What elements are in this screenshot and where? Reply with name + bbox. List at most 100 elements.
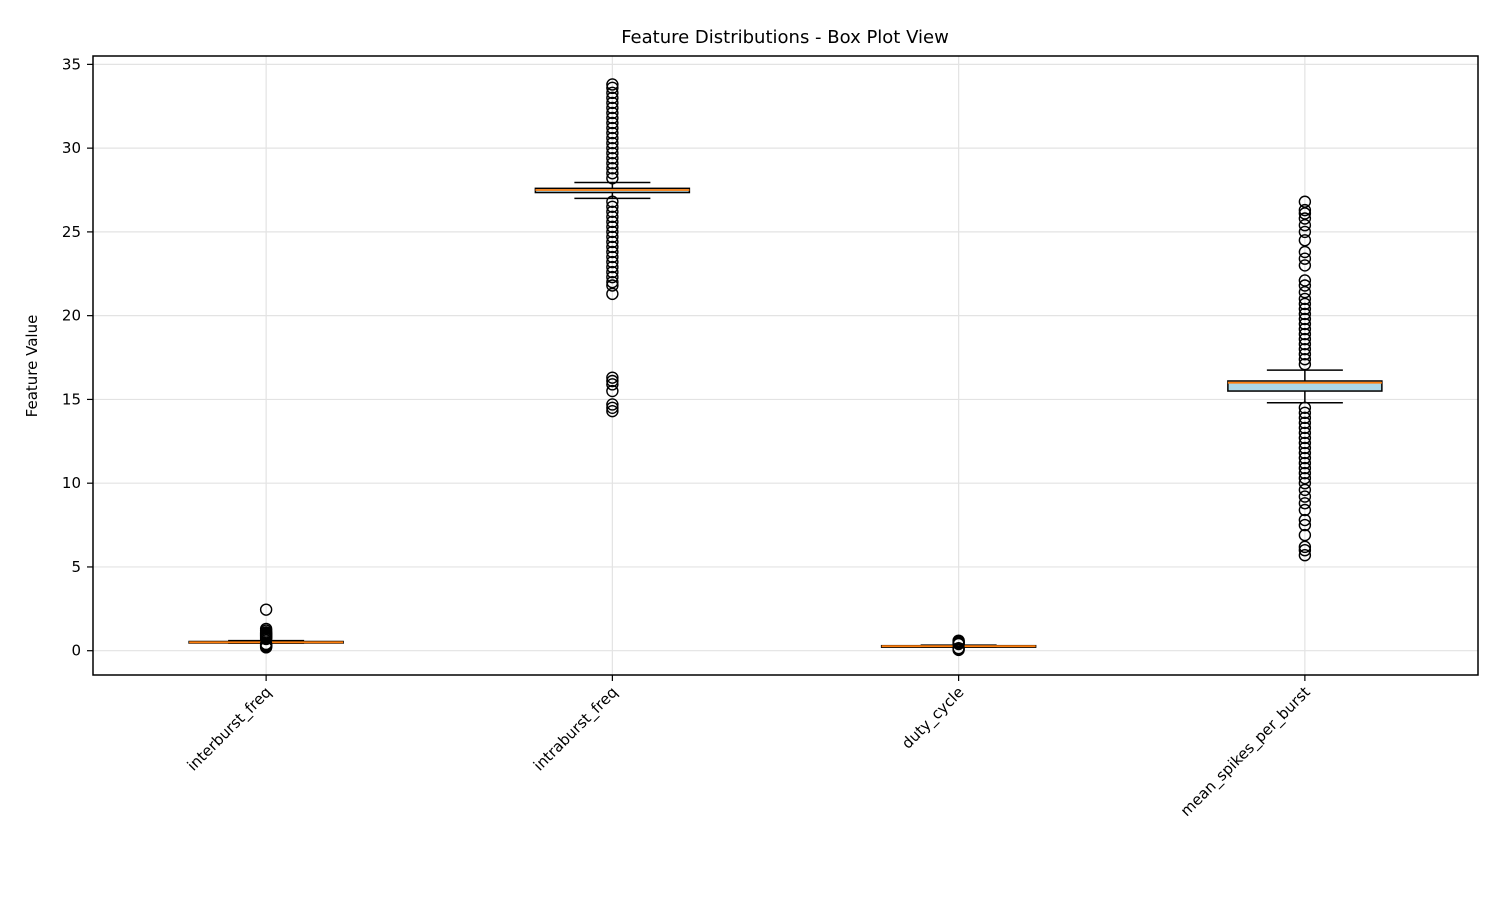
outlier-point — [1298, 549, 1312, 562]
outlier-point — [606, 250, 619, 264]
outlier-point — [1298, 302, 1312, 316]
outlier-point — [1298, 406, 1312, 420]
outlier-point — [1298, 342, 1312, 356]
outlier-point — [606, 195, 619, 208]
y-tick-label: 20 — [62, 307, 81, 325]
outlier-point — [1298, 416, 1312, 430]
outlier-point — [1298, 259, 1312, 272]
outlier-point — [1298, 518, 1312, 532]
outlier-point — [606, 86, 619, 100]
outlier-point — [606, 384, 619, 398]
outlier-point — [606, 96, 619, 110]
outlier-point — [952, 634, 965, 647]
outlier-point — [1298, 212, 1312, 225]
outlier-point — [606, 275, 619, 289]
outlier-point — [606, 374, 619, 388]
outlier-point — [1298, 252, 1312, 265]
outlier-point — [1298, 279, 1312, 292]
outlier-point — [606, 401, 619, 414]
outlier-point — [606, 146, 619, 160]
box-duty_cycle — [880, 634, 1037, 657]
outlier-point — [1298, 528, 1312, 542]
outlier-point — [1298, 436, 1312, 450]
outlier-point — [606, 121, 619, 135]
outlier-point — [606, 404, 619, 418]
outlier-point — [1298, 292, 1312, 306]
outlier-point — [1298, 207, 1312, 220]
outlier-point — [606, 106, 619, 120]
outlier-point — [1298, 476, 1312, 490]
grid-layer — [93, 56, 1478, 675]
outlier-point — [606, 279, 619, 292]
outlier-point — [606, 200, 619, 213]
outlier-point — [606, 378, 619, 391]
y-tick-label: 30 — [62, 139, 81, 157]
outlier-point — [1298, 322, 1312, 336]
outlier-point — [1298, 297, 1312, 311]
outlier-point — [606, 157, 619, 170]
outlier-point — [1298, 307, 1312, 321]
outlier-point — [606, 172, 619, 185]
outlier-point — [1298, 312, 1312, 326]
outlier-point — [1298, 446, 1312, 460]
outlier-point — [1298, 358, 1312, 371]
outlier-point — [606, 151, 619, 165]
outlier-point — [606, 101, 619, 115]
outlier-point — [1298, 203, 1312, 217]
outlier-point — [1298, 332, 1312, 346]
outlier-point — [1298, 274, 1312, 287]
y-tick-label: 10 — [62, 474, 81, 492]
outlier-point — [606, 240, 619, 254]
box-mean_spikes_per_burst — [1227, 195, 1383, 562]
outlier-point — [1298, 218, 1312, 232]
box-intraburst_freq — [534, 78, 691, 418]
outlier-point — [1298, 497, 1312, 510]
outlier-point — [1298, 245, 1312, 259]
outlier-point — [606, 230, 619, 244]
outlier-point — [952, 641, 965, 655]
chart-title: Feature Distributions - Box Plot View — [621, 27, 949, 48]
outlier-point — [1298, 483, 1312, 497]
y-tick-label: 0 — [71, 642, 81, 660]
y-axis-label: Feature Value — [23, 315, 41, 418]
outlier-point — [606, 141, 619, 155]
outlier-point — [606, 116, 619, 130]
box-layer — [188, 78, 1383, 657]
outlier-point — [1298, 441, 1312, 455]
outlier-point — [1298, 451, 1312, 465]
outlier-point — [1298, 431, 1312, 445]
outlier-point — [1298, 337, 1312, 351]
outlier-point — [1298, 471, 1312, 485]
outlier-point — [606, 78, 619, 91]
outlier-point — [1298, 353, 1312, 366]
outlier-point — [606, 260, 619, 274]
y-tick-label: 25 — [62, 223, 81, 241]
outlier-point — [606, 287, 619, 301]
outlier-point — [1298, 225, 1312, 239]
outlier-point — [606, 111, 619, 125]
outlier-point — [1298, 195, 1312, 208]
outlier-point — [606, 205, 619, 218]
outlier-point — [1298, 466, 1312, 480]
outlier-point — [1298, 461, 1312, 475]
outlier-point — [606, 210, 619, 224]
outlier-point — [606, 126, 619, 140]
outlier-point — [606, 398, 619, 411]
box-interburst_freq — [188, 603, 344, 654]
outlier-point — [1298, 421, 1312, 435]
outlier-point — [606, 215, 619, 229]
outlier-point — [259, 622, 273, 636]
outlier-point — [1298, 411, 1312, 425]
outlier-point — [606, 131, 619, 145]
outlier-point — [1298, 543, 1312, 557]
outlier-point — [1298, 503, 1312, 517]
outlier-point — [1298, 234, 1312, 247]
outlier-point — [1298, 286, 1312, 299]
outlier-point — [606, 371, 619, 384]
outlier-point — [606, 245, 619, 259]
outlier-point — [1298, 327, 1312, 341]
outlier-point — [1298, 401, 1312, 414]
outlier-point — [606, 225, 619, 239]
